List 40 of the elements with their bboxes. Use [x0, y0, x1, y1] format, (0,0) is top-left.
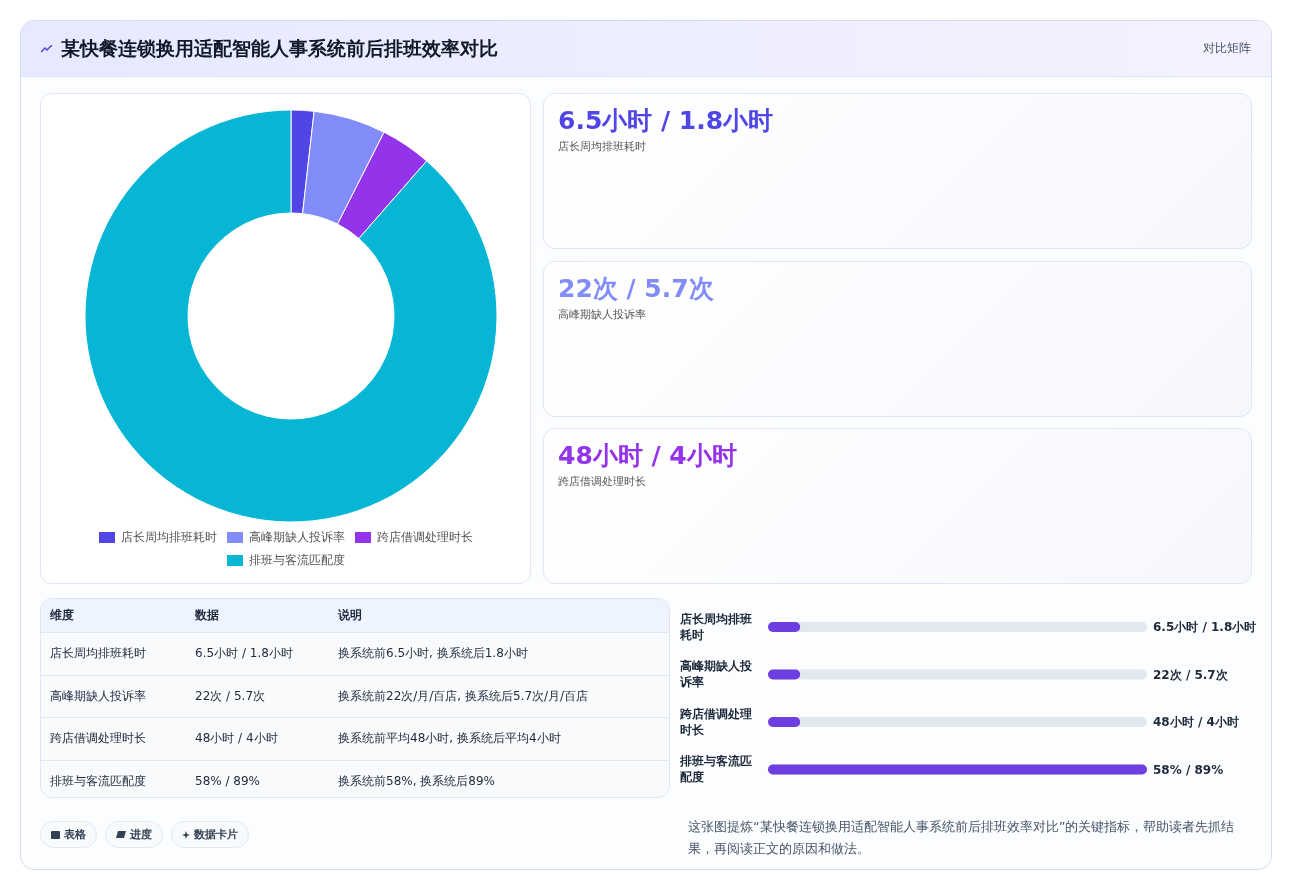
text: 48小时 / 4小时 — [558, 440, 738, 472]
chart-title: 某快餐连锁换用适配智能人事系统前后排班效率对比 — [61, 35, 498, 61]
text: 58% / 89% — [1153, 762, 1224, 777]
text: 换系统前58%, 换系统后89% — [337, 772, 496, 790]
text: 高峰期缺人投诉率 — [49, 687, 147, 705]
text: 22次 / 5.7次 — [194, 687, 267, 705]
legend-label: 高峰期缺人投诉率 — [247, 529, 345, 546]
text: 6.5小时 / 1.8小时 — [558, 105, 775, 137]
text: 6.5小时 / 1.8小时 — [1153, 620, 1257, 634]
legend-label: 店长周均排班耗时 — [119, 529, 217, 546]
legend-label: 排班与客流匹配度 — [247, 552, 345, 569]
text: 店长周均排班耗时 — [49, 645, 147, 663]
text: 58% / 89% — [194, 774, 261, 789]
text: 跨店借调处理时长 — [558, 474, 647, 489]
legend-label: 跨店借调处理时长 — [375, 529, 473, 546]
text: 店长周均排班耗时 — [558, 139, 647, 154]
text: 6.5小时 / 1.8小时 — [194, 645, 294, 663]
text: 这张图提炼“某快餐连锁换用适配智能人事系统前后排班效率对比”的关键指标，帮助读者先抓结果，再阅读正文的原因和做法。 — [688, 818, 1236, 858]
text: 高峰期缺人投诉率 — [558, 306, 647, 322]
y-tick-label: 高峰期缺人投诉率 — [679, 659, 753, 690]
text: 表格 — [64, 827, 86, 842]
text: 进度 — [130, 827, 152, 842]
donut-slice — [84, 109, 498, 523]
text: 对比矩阵 — [1203, 40, 1251, 57]
text: 48小时 / 4小时 — [1153, 715, 1239, 729]
text: 换系统前平均48小时, 换系统后平均4小时 — [337, 730, 562, 748]
text: 排班与客流匹配度 — [49, 772, 147, 790]
text: 换系统前6.5小时, 换系统后1.8小时 — [337, 645, 529, 663]
text: 维度 — [49, 607, 75, 624]
y-tick-label: 店长周均排班耗时 — [679, 611, 752, 642]
text: 说明 — [337, 607, 363, 624]
text: 22次 / 5.7次 — [558, 272, 715, 305]
text: 48小时 / 4小时 — [194, 730, 279, 748]
text: 换系统前22次/月/百店, 换系统后5.7次/月/百店 — [337, 687, 590, 705]
text: 22次 / 5.7次 — [1153, 667, 1229, 682]
text: 跨店借调处理时长 — [49, 730, 147, 748]
text: 数据 — [194, 607, 220, 624]
y-tick-label: 跨店借调处理时长 — [679, 706, 752, 737]
text: 数据卡片 — [194, 827, 238, 842]
y-tick-label: 排班与客流匹配度 — [679, 754, 752, 785]
